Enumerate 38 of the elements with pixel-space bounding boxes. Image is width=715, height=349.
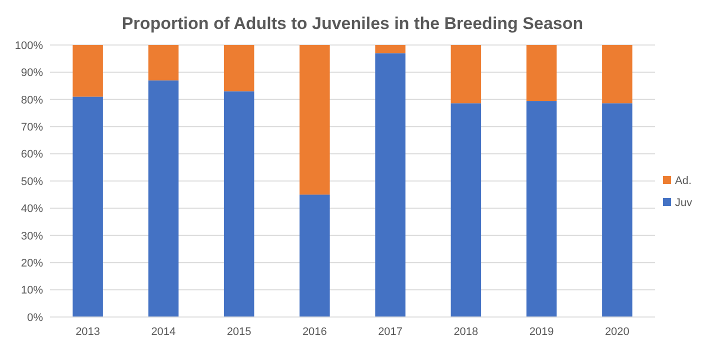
bar (602, 103, 632, 317)
y-tick-label: 30% (20, 230, 44, 242)
y-tick-label: 60% (20, 148, 44, 161)
legend-label: Ad. (675, 174, 692, 187)
chart-title: Proportion of Adults to Juveniles in the Breeding Season (122, 14, 584, 33)
bar (375, 45, 406, 54)
x-tick-label: 2020 (604, 326, 630, 338)
bar (526, 45, 557, 102)
y-tick-label: 20% (20, 257, 44, 270)
x-tick-label: 2019 (529, 326, 554, 338)
y-tick-label: 10% (20, 284, 44, 297)
bar (224, 45, 254, 92)
y-tick-label: 90% (20, 67, 44, 80)
y-tick-label: 100% (14, 40, 44, 52)
bar (375, 53, 406, 317)
bar (300, 45, 330, 195)
bar (224, 91, 254, 317)
bar (602, 45, 632, 104)
y-tick-label: 50% (20, 176, 44, 188)
bar (72, 45, 103, 97)
y-tick-label: 40% (20, 203, 44, 216)
bar (450, 103, 482, 317)
y-tick-label: 0% (27, 312, 44, 324)
bar (526, 101, 557, 317)
x-tick-label: 2015 (226, 326, 252, 338)
legend-label: Juv (675, 196, 693, 209)
x-tick-label: 2013 (76, 326, 100, 338)
bar (72, 96, 103, 317)
x-tick-label: 2016 (302, 326, 327, 338)
x-tick-label: 2018 (454, 326, 478, 338)
y-tick-label: 70% (20, 121, 44, 134)
bar (148, 80, 179, 317)
x-tick-label: 2017 (378, 326, 403, 338)
y-tick-label: 80% (20, 94, 44, 106)
bar (148, 45, 179, 80)
bar (300, 194, 330, 317)
bar (450, 45, 482, 104)
x-tick-label: 2014 (151, 326, 176, 338)
